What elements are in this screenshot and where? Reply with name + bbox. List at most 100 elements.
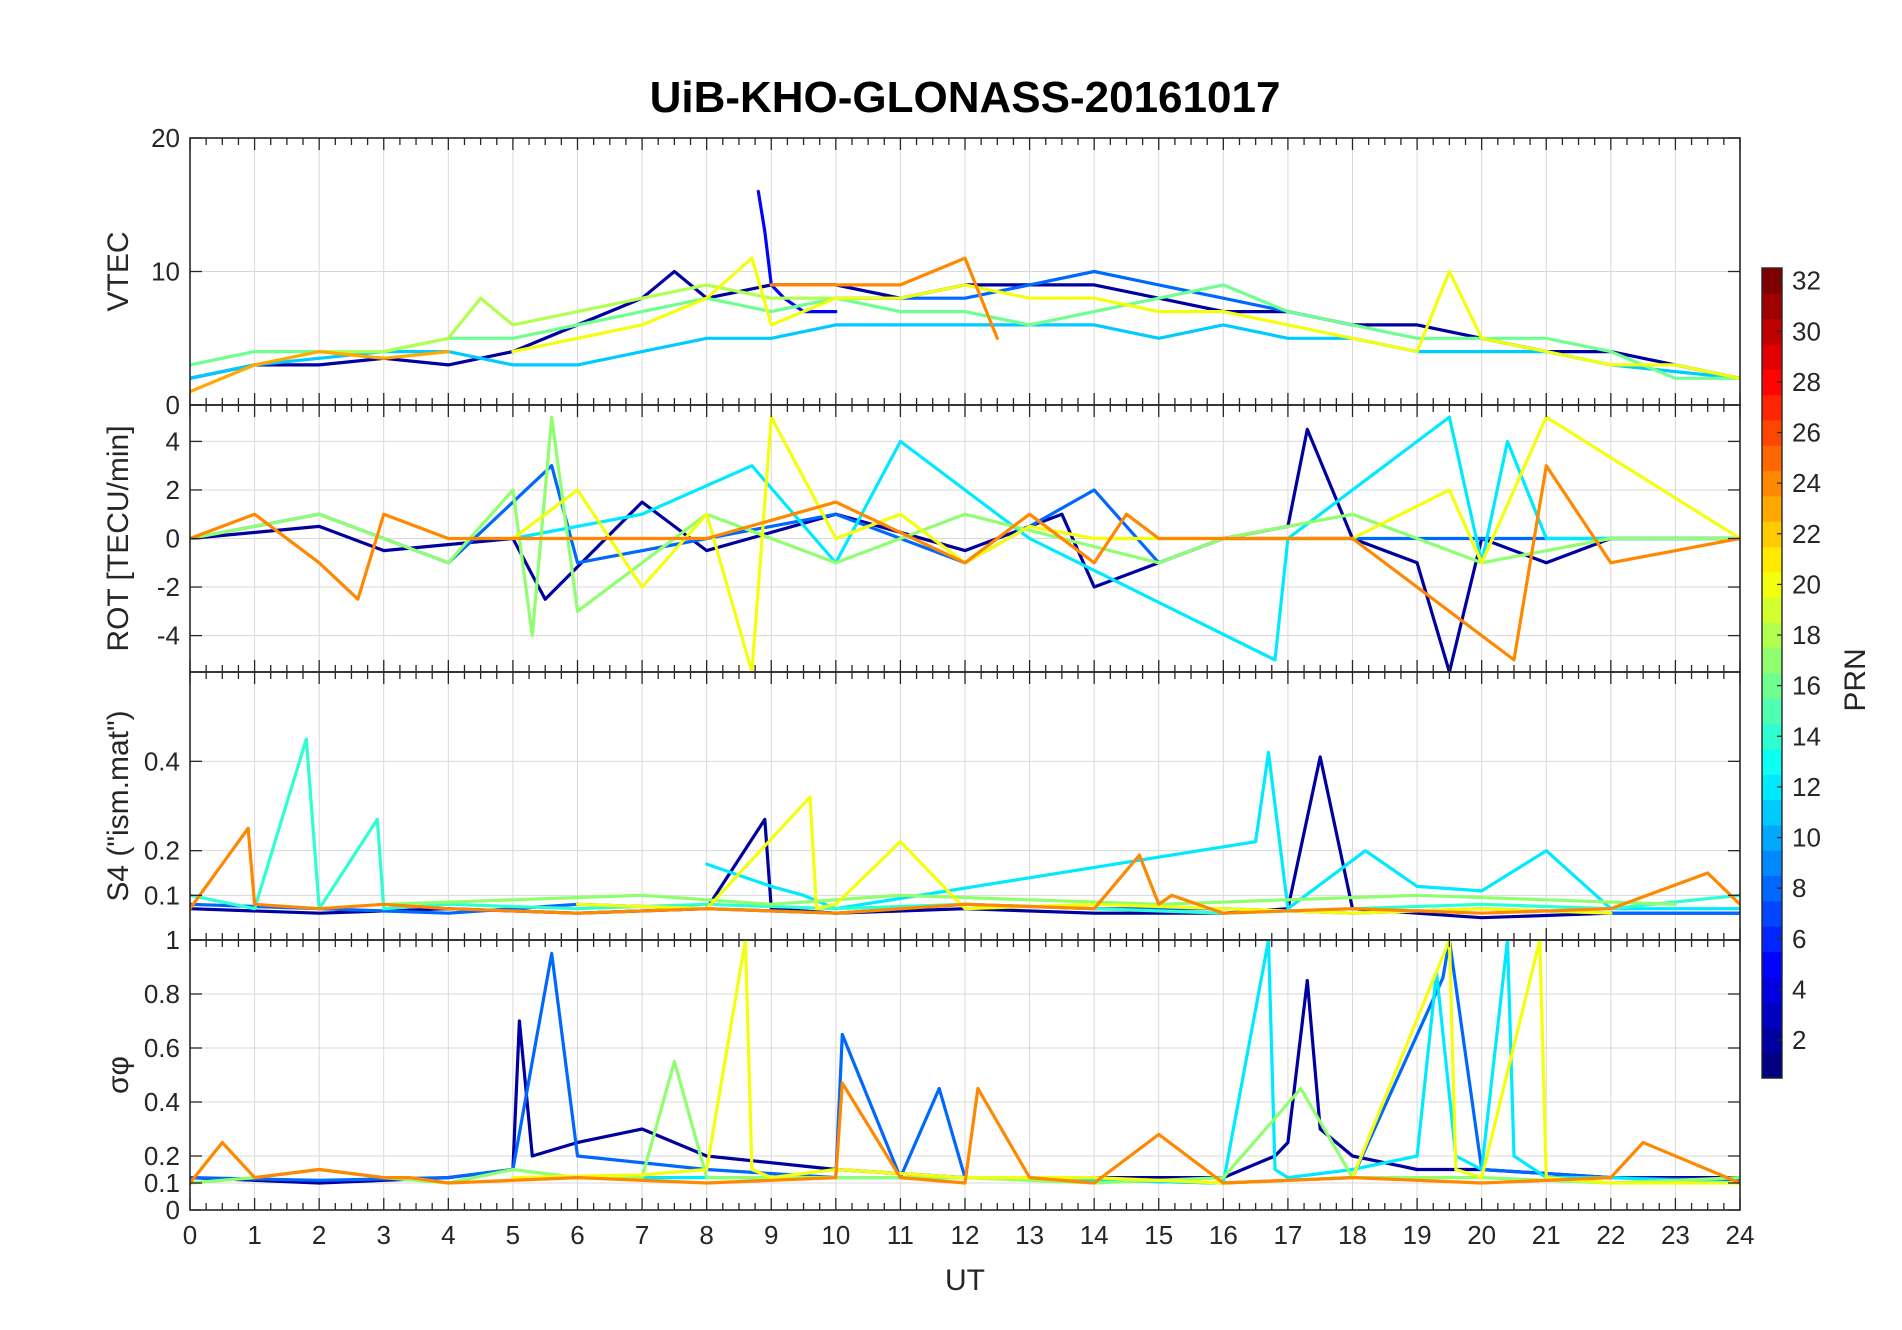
sigma_phi-y-tick-label: 0.6: [144, 1033, 180, 1063]
colorbar-tick-label: 20: [1792, 569, 1821, 599]
colorbar-tick-label: 10: [1792, 823, 1821, 853]
colorbar-swatch: [1762, 546, 1782, 573]
s4-series-prn-17: [382, 893, 1677, 906]
panel-rot: -4 -2 0 2 4 ROT [TECU/min]: [102, 404, 1741, 673]
x-tick-label: 10: [821, 1220, 850, 1250]
colorbar-tick-label: 2: [1792, 1025, 1806, 1055]
vtec-y-tick-label: 0: [166, 390, 180, 420]
x-tick-label: 17: [1273, 1220, 1302, 1250]
colorbar-swatch: [1762, 293, 1782, 320]
sigma_phi-y-tick-label: 0.2: [144, 1141, 180, 1171]
colorbar-swatch: [1762, 673, 1782, 699]
vtec-series-prn-5: [756, 189, 838, 314]
colorbar-swatch: [1762, 799, 1782, 826]
colorbar-swatch: [1762, 268, 1782, 294]
colorbar-swatch: [1762, 824, 1782, 851]
colorbar-tick-label: 12: [1792, 772, 1821, 802]
x-tick-label: 5: [506, 1220, 520, 1250]
colorbar-swatch: [1762, 1027, 1782, 1054]
vtec-y-axis-label: VTEC: [102, 231, 135, 311]
colorbar-swatch: [1762, 394, 1782, 421]
colorbar-swatch: [1762, 875, 1782, 902]
colorbar-swatch: [1762, 698, 1782, 725]
x-tick-label: 22: [1596, 1220, 1625, 1250]
sigma_phi-y-tick-label: 0.8: [144, 979, 180, 1009]
x-axis-label: UT: [945, 1264, 985, 1297]
sigma_phi-traces: [190, 940, 1740, 1185]
rot-y-tick-label: 4: [166, 426, 180, 456]
x-tick-label: 24: [1726, 1220, 1755, 1250]
colorbar-swatch: [1762, 318, 1782, 345]
colorbar-tick-label: 30: [1792, 316, 1821, 346]
colorbar-swatch: [1762, 622, 1782, 649]
rot-series-prn-20: [511, 415, 1740, 672]
colorbar-tick-label: 22: [1792, 519, 1821, 549]
x-tick-label: 8: [699, 1220, 713, 1250]
colorbar-swatch: [1762, 774, 1782, 801]
s4-y-axis-label: S4 ("ism.mat"): [102, 710, 135, 901]
colorbar-swatch: [1762, 1052, 1782, 1079]
x-tick-label: 16: [1209, 1220, 1238, 1250]
colorbar-swatch: [1762, 571, 1782, 598]
colorbar-swatch: [1762, 369, 1782, 396]
x-tick-label: 0: [183, 1220, 197, 1250]
sigma_phi-y-tick-label: 1: [166, 925, 180, 955]
rot-series-prn-12: [511, 415, 1740, 662]
x-tick-label: 15: [1144, 1220, 1173, 1250]
vtec-series-prn-20: [511, 256, 1740, 380]
colorbar-swatch: [1762, 647, 1782, 674]
x-tick-label: 23: [1661, 1220, 1690, 1250]
s4-series-prn-20: [575, 795, 1613, 915]
x-tick-label: 13: [1015, 1220, 1044, 1250]
x-tick-labels: 0 1 2 3 4 5 6 7 8 9 10 11 12 13 14 15 16 17 18 19 20 21 22 23 24: [183, 1220, 1755, 1250]
s4-series-prn-12: [705, 750, 1740, 911]
colorbar-swatch: [1762, 976, 1782, 1003]
x-tick-label: 18: [1338, 1220, 1367, 1250]
colorbar-swatch: [1762, 926, 1782, 953]
vtec-series-prn-18: [317, 283, 838, 354]
colorbar-swatch: [1762, 850, 1782, 877]
colorbar-tick-label: 14: [1792, 721, 1821, 751]
sigma_phi-y-tick-label: 0.1: [144, 1168, 180, 1198]
colorbar-swatch: [1762, 495, 1782, 522]
s4-y-tick-label: 0.1: [144, 880, 180, 910]
rot-y-tick-label: 2: [166, 475, 180, 505]
colorbar-swatch: [1762, 900, 1782, 927]
colorbar-tick-label: 4: [1792, 974, 1806, 1004]
colorbar-swatch: [1762, 951, 1782, 978]
colorbar-tick-label: 24: [1792, 468, 1821, 498]
colorbar-tick-label: 26: [1792, 418, 1821, 448]
rot-traces: [190, 415, 1740, 672]
rot-series-prn-24: [190, 464, 1740, 662]
x-tick-label: 2: [312, 1220, 326, 1250]
s4-traces: [190, 737, 1740, 920]
x-tick-label: 19: [1403, 1220, 1432, 1250]
colorbar-swatch: [1762, 445, 1782, 472]
colorbar-tick-label: 18: [1792, 620, 1821, 650]
vtec-series-prn-23: [190, 350, 450, 394]
colorbar-tick-label: 32: [1792, 266, 1821, 296]
sigma_phi-series-prn-20: [511, 940, 1740, 1185]
rot-y-tick-label: -2: [157, 572, 180, 602]
x-tick-label: 11: [887, 1220, 914, 1250]
rot-y-axis-label: ROT [TECU/min]: [102, 425, 135, 651]
colorbar-tick-label: 28: [1792, 367, 1821, 397]
colorbar-swatch: [1762, 521, 1782, 548]
rot-y-tick-label: 0: [166, 524, 180, 554]
sigma_phi-y-axis-label: σφ: [102, 1056, 135, 1094]
x-tick-label: 20: [1467, 1220, 1496, 1250]
s4-y-tick-label: 0.4: [144, 746, 180, 776]
x-tick-label: 4: [441, 1220, 455, 1250]
sigma_phi-series-prn-24: [190, 1081, 1740, 1185]
panel-s4: 0.1 0.2 0.4 S4 ("ism.mat"): [102, 671, 1741, 941]
colorbar-label: PRN: [1839, 648, 1872, 711]
rot-y-tick-label: -4: [157, 621, 180, 651]
vtec-series-prn-24: [769, 256, 999, 340]
s4-series-prn-14: [190, 737, 1740, 915]
x-tick-label: 7: [635, 1220, 649, 1250]
panel-sigma_phi: 00.10.2 0.4 0.6 0.8 1 σφ: [102, 925, 1741, 1225]
colorbar-swatch: [1762, 470, 1782, 497]
colorbar-tick-label: 6: [1792, 924, 1806, 954]
